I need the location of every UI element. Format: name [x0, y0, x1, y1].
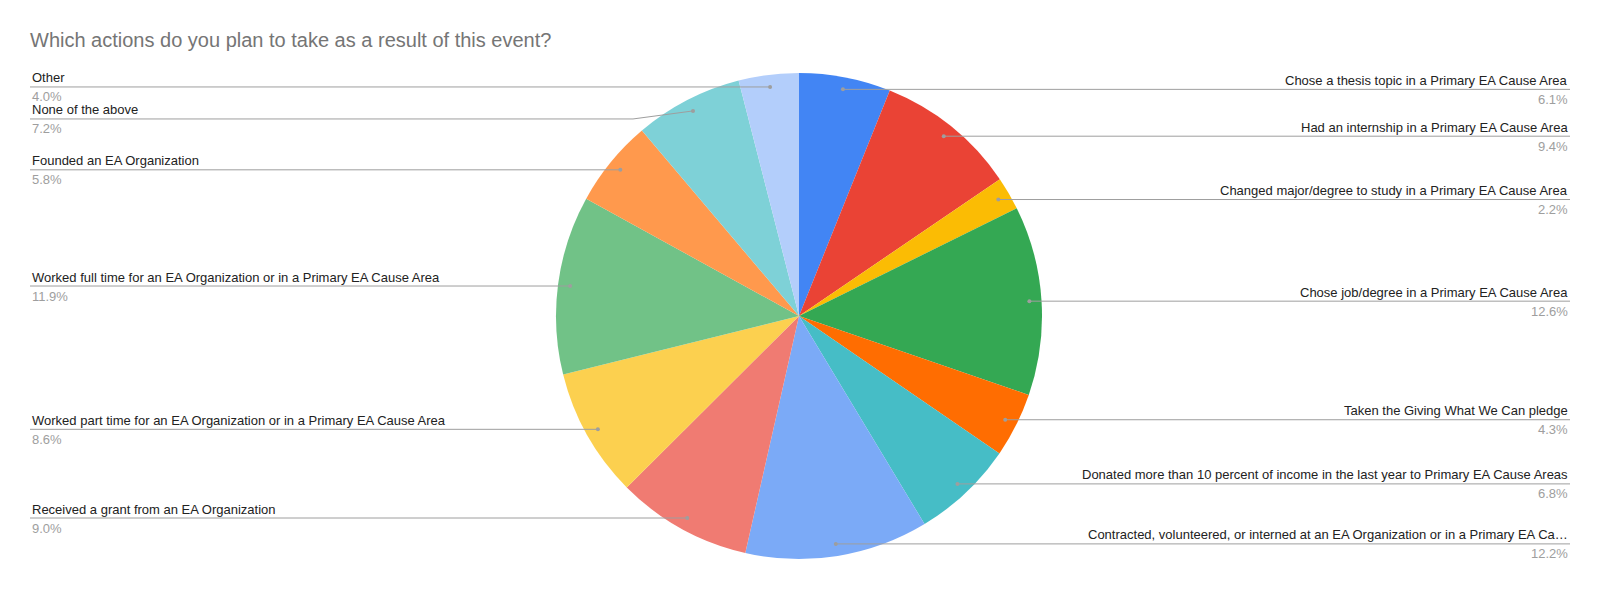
- svg-text:Taken the Giving What We Can p: Taken the Giving What We Can pledge: [1344, 403, 1568, 418]
- svg-text:9.0%: 9.0%: [32, 521, 62, 536]
- svg-text:Received a grant from an EA Or: Received a grant from an EA Organization: [32, 502, 276, 517]
- svg-text:Chose job/degree in a Primary: Chose job/degree in a Primary EA Cause A…: [1300, 285, 1568, 300]
- svg-text:6.8%: 6.8%: [1538, 486, 1568, 501]
- svg-text:Other: Other: [32, 70, 65, 85]
- svg-text:Worked part time for an EA Org: Worked part time for an EA Organization …: [32, 413, 446, 428]
- svg-text:8.6%: 8.6%: [32, 432, 62, 447]
- svg-text:6.1%: 6.1%: [1538, 92, 1568, 107]
- svg-text:Changed major/degree to study: Changed major/degree to study in a Prima…: [1220, 183, 1568, 198]
- svg-text:Which actions do you plan to t: Which actions do you plan to take as a r…: [30, 29, 551, 51]
- svg-text:4.0%: 4.0%: [32, 89, 62, 104]
- svg-text:2.2%: 2.2%: [1538, 202, 1568, 217]
- svg-text:Donated more than 10 percent o: Donated more than 10 percent of income i…: [1082, 467, 1568, 482]
- svg-text:4.3%: 4.3%: [1538, 422, 1568, 437]
- svg-text:12.6%: 12.6%: [1531, 304, 1568, 319]
- svg-text:Worked full time for an EA Org: Worked full time for an EA Organization …: [32, 270, 440, 285]
- svg-text:Chose a thesis topic in a Prim: Chose a thesis topic in a Primary EA Cau…: [1285, 73, 1568, 88]
- svg-text:12.2%: 12.2%: [1531, 546, 1568, 561]
- svg-text:7.2%: 7.2%: [32, 121, 62, 136]
- svg-text:Had an internship in a Primary: Had an internship in a Primary EA Cause …: [1301, 120, 1568, 135]
- svg-text:9.4%: 9.4%: [1538, 139, 1568, 154]
- svg-text:5.8%: 5.8%: [32, 172, 62, 187]
- svg-text:None of the above: None of the above: [32, 102, 138, 117]
- svg-text:11.9%: 11.9%: [32, 289, 68, 304]
- svg-text:Contracted, volunteered, or in: Contracted, volunteered, or interned at …: [1088, 527, 1568, 542]
- svg-text:Founded an EA Organization: Founded an EA Organization: [32, 153, 199, 168]
